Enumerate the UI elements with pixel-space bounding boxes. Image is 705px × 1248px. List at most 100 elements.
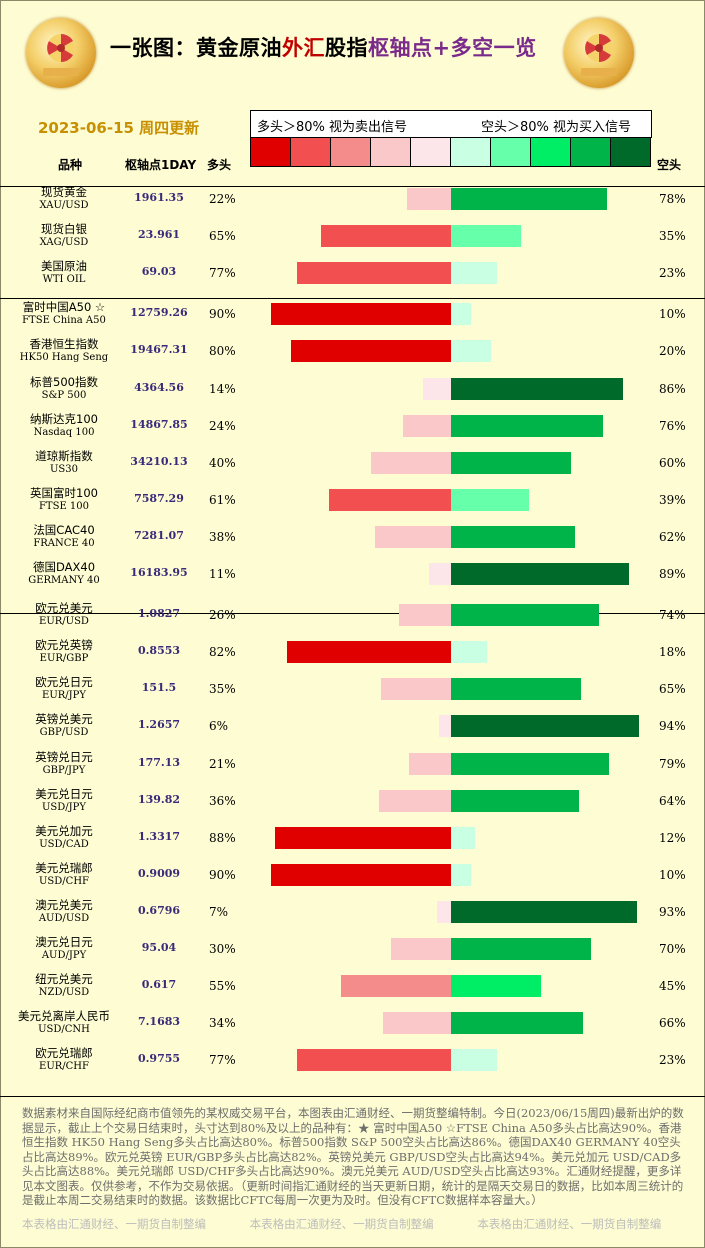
short-percent: 60% <box>659 455 686 470</box>
header-long: 多头 <box>207 158 232 172</box>
long-bar <box>275 826 451 849</box>
separator-fx <box>0 1096 705 1097</box>
short-bar <box>451 451 571 474</box>
title-part-2: 外汇 <box>282 36 325 60</box>
pivot-value: 1961.35 <box>134 191 184 204</box>
short-percent: 66% <box>659 1016 686 1031</box>
separator-top <box>0 186 705 187</box>
pivot-value: 0.617 <box>141 978 177 992</box>
instrument-label: 美国原油 <box>41 259 87 274</box>
instrument-code: WTI OIL <box>42 274 86 286</box>
instrument-code: XAG/USD <box>39 237 89 249</box>
pivot-value: 151.5 <box>141 681 177 695</box>
short-bar <box>451 377 623 400</box>
long-percent: 82% <box>209 645 236 660</box>
instrument-label: 美元兑离岸人民币 <box>18 1009 110 1024</box>
long-bar <box>371 451 451 474</box>
short-bar <box>451 678 581 701</box>
signal-legend: 多头＞80% 视为卖出信号 空头＞80% 视为买入信号 <box>250 110 652 138</box>
header-short: 空头 <box>657 158 682 172</box>
long-bar <box>391 938 451 960</box>
short-bar <box>451 975 541 998</box>
short-bar <box>451 488 529 511</box>
short-bar <box>451 303 471 326</box>
instrument-code: HK50 Hang Seng <box>19 352 109 364</box>
long-percent: 35% <box>209 682 236 697</box>
short-bar <box>451 340 491 363</box>
instrument-label: 美元兑瑞郎 <box>35 860 93 875</box>
long-bar <box>379 789 451 812</box>
instrument-name: 美元兑瑞郎 USD/CHF <box>14 861 114 889</box>
short-percent: 86% <box>659 381 686 396</box>
instrument-label: 英镑兑美元 <box>35 712 93 727</box>
instrument-name: 英镑兑美元 GBP/USD <box>14 712 114 740</box>
long-percent: 38% <box>209 529 236 544</box>
pivot-value: 1.0827 <box>137 607 181 621</box>
long-bar <box>341 975 451 998</box>
instrument-name: 道琼斯指数 US30 <box>14 449 114 477</box>
short-bar <box>451 938 591 960</box>
short-percent: 93% <box>659 904 686 919</box>
bottom-credit-1: 本表格由汇通财经、一期货自制整编 <box>22 1217 206 1231</box>
instrument-name: 现货黄金 XAU/USD <box>14 185 114 213</box>
long-percent: 21% <box>209 756 236 771</box>
instrument-name: 美元兑加元 USD/CAD <box>14 824 114 852</box>
instrument-code: AUD/JPY <box>41 950 87 961</box>
instrument-code: Nasdaq 100 <box>33 426 95 438</box>
instrument-name: 欧元兑瑞郎 EUR/CHF <box>14 1046 114 1074</box>
instrument-name: 富时中国A50 ☆ FTSE China A50 <box>14 300 114 328</box>
update-date: 2023-06-15 周四更新 <box>38 119 200 137</box>
short-bar <box>451 525 575 548</box>
long-percent: 61% <box>209 492 236 507</box>
color-swatch <box>250 137 291 167</box>
instrument-name: 美元兑离岸人民币 USD/CNH <box>14 1009 114 1037</box>
short-percent: 18% <box>659 645 686 660</box>
instrument-label: 澳元兑日元 <box>35 935 93 949</box>
instrument-name: 美国原油 WTI OIL <box>14 259 114 287</box>
long-percent: 30% <box>209 942 236 956</box>
short-percent: 20% <box>659 344 686 359</box>
pivot-value: 139.82 <box>137 792 181 806</box>
footer-note: 数据素材来自国际经纪商市值领先的某权威交易平台，本图表由汇通财经、一期货整编特制… <box>22 1106 684 1207</box>
long-percent: 90% <box>209 867 236 882</box>
long-bar <box>383 1012 451 1035</box>
color-swatch <box>410 137 451 167</box>
pivot-value: 0.8553 <box>137 644 181 658</box>
short-bar <box>451 262 497 285</box>
long-bar <box>297 1049 451 1072</box>
long-bar <box>429 563 451 585</box>
instrument-code: USD/CAD <box>39 838 89 850</box>
long-bar <box>381 678 451 701</box>
short-percent: 78% <box>659 192 686 206</box>
instrument-name: 英国富时100 FTSE 100 <box>14 486 114 514</box>
short-percent: 23% <box>659 266 686 281</box>
short-bar <box>451 604 599 627</box>
short-percent: 94% <box>659 719 686 734</box>
instrument-label: 欧元兑日元 <box>35 675 93 690</box>
pivot-value: 0.9755 <box>137 1052 181 1066</box>
instrument-code: USD/CHF <box>39 875 89 887</box>
instrument-name: 欧元兑日元 EUR/JPY <box>14 675 114 703</box>
instrument-label: 纽元兑美元 <box>35 972 93 987</box>
instrument-name: 纳斯达克100 Nasdaq 100 <box>14 412 114 440</box>
instrument-name: 美元兑日元 USD/JPY <box>14 787 114 815</box>
long-bar <box>271 863 451 886</box>
instrument-label: 纳斯达克100 <box>30 411 98 426</box>
pivot-value: 19467.31 <box>130 343 188 357</box>
short-bar <box>451 188 607 210</box>
instrument-code: NZD/USD <box>38 987 90 999</box>
short-percent: 62% <box>659 529 686 544</box>
instrument-label: 标普500指数 <box>30 374 98 389</box>
long-percent: 77% <box>209 266 236 281</box>
instrument-code: USD/JPY <box>41 801 86 813</box>
short-percent: 64% <box>659 793 686 808</box>
long-percent: 22% <box>209 192 236 206</box>
long-bar <box>423 377 451 400</box>
header-instrument: 品种 <box>58 158 83 172</box>
instrument-code: EUR/CHF <box>39 1061 89 1073</box>
long-bar <box>291 340 451 363</box>
instrument-label: 英镑兑日元 <box>35 749 93 764</box>
long-percent: 40% <box>209 455 236 470</box>
long-percent: 26% <box>209 608 236 623</box>
left-medal-logo <box>26 18 96 88</box>
